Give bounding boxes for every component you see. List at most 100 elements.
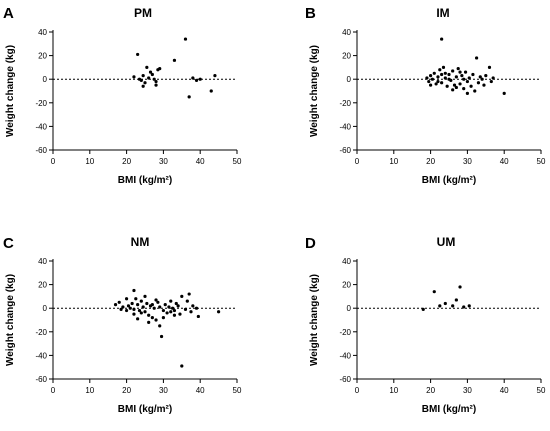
y-axis-label: Weight change (kg) [309, 274, 320, 366]
data-point [452, 83, 457, 87]
data-point [462, 87, 466, 91]
data-point [125, 308, 129, 313]
panel-letter: C [3, 235, 14, 252]
data-point [473, 89, 477, 93]
y-tick-label: -20 [339, 99, 351, 108]
data-point [454, 298, 458, 302]
data-point [137, 308, 142, 313]
panel-a: A PM -60 -40 -20 0 20 40 0 10 20 30 40 50 BMI (kg/m²) W… [3, 5, 242, 186]
data-point [213, 74, 217, 78]
data-point [482, 83, 486, 87]
data-point [487, 65, 492, 69]
x-tick-label: 30 [159, 157, 168, 166]
data-point [154, 79, 158, 84]
data-point [471, 72, 475, 77]
y-axis-label: Weight change (kg) [5, 45, 16, 137]
data-point [451, 304, 455, 308]
y-tick-label: 40 [38, 28, 47, 37]
data-point [465, 79, 469, 84]
data-point [128, 306, 132, 310]
x-tick-label: 20 [122, 157, 131, 166]
data-point [456, 66, 460, 71]
data-point [194, 78, 199, 82]
x-tick-label: 50 [233, 386, 242, 395]
data-point [134, 297, 138, 301]
y-tick-label: 0 [347, 304, 352, 313]
data-point [430, 77, 435, 81]
data-point [180, 294, 184, 298]
x-tick-label: 40 [500, 157, 509, 166]
y-tick-label: -40 [339, 351, 351, 360]
y-tick-label: -40 [35, 122, 47, 131]
data-point [451, 88, 455, 92]
data-point [462, 77, 466, 81]
data-point [132, 307, 136, 311]
x-tick-label: 50 [233, 157, 242, 166]
data-point [141, 84, 145, 88]
data-point [427, 79, 431, 84]
data-point [148, 70, 153, 74]
data-point [478, 75, 482, 79]
data-point [139, 311, 143, 315]
x-tick-label: 30 [159, 386, 168, 395]
data-point [438, 68, 442, 72]
data-point [121, 305, 125, 309]
data-point [443, 76, 447, 80]
data-point [154, 83, 158, 87]
y-axis-label: Weight change (kg) [5, 274, 16, 366]
y-tick-label: -20 [339, 328, 351, 337]
data-point [132, 75, 136, 79]
data-point [425, 76, 429, 80]
x-tick-label: 10 [85, 157, 94, 166]
data-point [132, 312, 136, 316]
data-point [154, 298, 158, 302]
data-point [126, 304, 131, 308]
x-axis-label: BMI (kg/m²) [422, 404, 476, 415]
panel-letter: D [305, 235, 316, 252]
data-point [130, 301, 134, 306]
data-point [125, 297, 129, 301]
data-point [147, 313, 151, 317]
x-tick-label: 20 [122, 386, 131, 395]
data-point [465, 91, 469, 95]
x-tick-label: 40 [196, 157, 205, 166]
data-point [141, 305, 145, 309]
x-tick-label: 0 [355, 386, 360, 395]
data-point [156, 300, 160, 304]
panel-b: B IM -60 -40 -20 0 20 40 0 10 20 30 40 50 BMI (kg/m²) W… [305, 5, 546, 186]
data-point [469, 84, 473, 88]
data-point [183, 307, 188, 311]
data-point [491, 76, 495, 80]
data-point [467, 304, 471, 308]
data-point [185, 299, 189, 303]
x-axis-label: BMI (kg/m²) [118, 404, 172, 415]
x-tick-label: 0 [51, 386, 56, 395]
x-tick-label: 0 [355, 157, 360, 166]
data-point [460, 74, 464, 78]
data-point [187, 95, 191, 99]
data-point [169, 310, 173, 314]
y-tick-label: 0 [43, 75, 48, 84]
data-point [421, 307, 425, 311]
x-tick-label: 30 [463, 157, 472, 166]
y-tick-label: 40 [342, 28, 351, 37]
data-point [443, 71, 447, 75]
x-tick-label: 50 [537, 386, 546, 395]
data-point [143, 81, 147, 85]
data-point [441, 65, 446, 69]
data-point [139, 299, 143, 303]
data-point [183, 37, 188, 41]
x-tick-label: 20 [426, 157, 435, 166]
data-point [447, 72, 451, 77]
data-point [454, 75, 458, 79]
x-tick-label: 10 [389, 157, 398, 166]
y-tick-label: -40 [339, 122, 351, 131]
data-point [158, 305, 162, 309]
y-tick-label: 20 [38, 281, 47, 290]
y-tick-label: -60 [339, 375, 351, 384]
data-point [136, 317, 140, 321]
data-point [132, 288, 136, 293]
data-point [467, 76, 471, 80]
data-point [150, 316, 154, 320]
